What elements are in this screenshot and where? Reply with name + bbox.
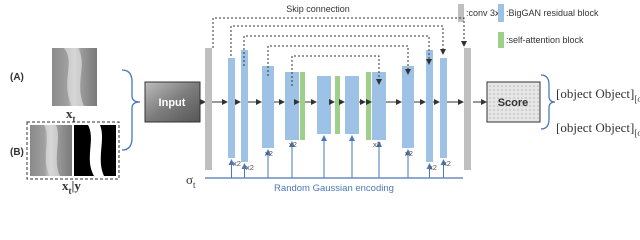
math-part: |y <box>72 178 82 193</box>
math-part: x <box>66 106 73 121</box>
block <box>440 58 447 158</box>
skip-connection <box>212 17 467 48</box>
legend-attention-swatch <box>498 32 504 48</box>
legend-residual: :BigGAN residual block <box>506 8 599 18</box>
input-label: Input <box>159 97 186 109</box>
skip-connection <box>291 55 382 86</box>
math-part: [object Object] <box>556 86 634 101</box>
block <box>205 48 212 170</box>
legend-residual-swatch <box>498 4 504 22</box>
score-label: Score <box>498 97 529 109</box>
block <box>426 50 433 162</box>
var-a: xt <box>66 106 76 124</box>
repeat-label: x2 <box>405 149 413 158</box>
block <box>464 48 471 170</box>
block <box>366 72 371 140</box>
image-b-mask-vessel <box>88 125 104 176</box>
tag-b: (B) <box>10 147 24 158</box>
diagram: :conv 3x3 :BigGAN residual block :self-a… <box>10 4 640 195</box>
skip-connection <box>243 35 432 66</box>
output-score: [object Object][object Object][object Ob… <box>556 120 640 141</box>
var-b: xt|y <box>62 178 81 195</box>
output-score: [object Object][object Object][object Ob… <box>556 86 640 107</box>
repeat-label: x2 <box>429 163 437 172</box>
skip-label: Skip connection <box>286 4 350 14</box>
repeat-label: x2 <box>246 163 254 172</box>
brace-right <box>540 74 556 130</box>
legend-attention: :self-attention block <box>506 35 584 45</box>
score-box <box>486 81 541 123</box>
math-part: x <box>62 178 69 193</box>
block <box>372 72 386 140</box>
repeat-label: x2 <box>443 159 451 168</box>
block <box>335 76 340 134</box>
block <box>241 50 248 162</box>
image-b-frame <box>26 121 120 180</box>
math-part: t <box>69 186 72 195</box>
image-a-vessel <box>64 48 84 106</box>
legend-conv-swatch <box>458 4 464 22</box>
block <box>262 66 274 148</box>
math-part: t <box>73 114 76 124</box>
block <box>285 72 299 140</box>
noise-symbol: σt <box>186 172 196 190</box>
tag-a: (A) <box>10 72 24 83</box>
math-part: [object Object] <box>634 128 640 138</box>
legend-conv: :conv 3x3 <box>466 8 505 18</box>
block <box>317 76 331 134</box>
math-part: t <box>193 180 196 190</box>
repeat-label: x2 <box>373 140 381 149</box>
block <box>300 72 305 140</box>
skip-connection <box>230 25 446 56</box>
repeat-label: x2 <box>265 149 273 158</box>
math-part: [object Object] <box>634 94 640 104</box>
block <box>345 76 359 134</box>
math-part: σ <box>186 172 193 187</box>
encoding-label: Random Gaussian encoding <box>274 183 394 194</box>
block <box>402 66 414 148</box>
brace-left <box>121 69 141 151</box>
block <box>228 58 235 158</box>
skip-connection <box>267 45 411 76</box>
repeat-label: x2 <box>233 159 241 168</box>
repeat-label: x2 <box>289 140 297 149</box>
image-b-vessel <box>44 125 60 176</box>
math-part: [object Object] <box>556 120 634 135</box>
network: x2 x2 x2 x2 x2 x2 x2 x2 <box>205 17 471 178</box>
